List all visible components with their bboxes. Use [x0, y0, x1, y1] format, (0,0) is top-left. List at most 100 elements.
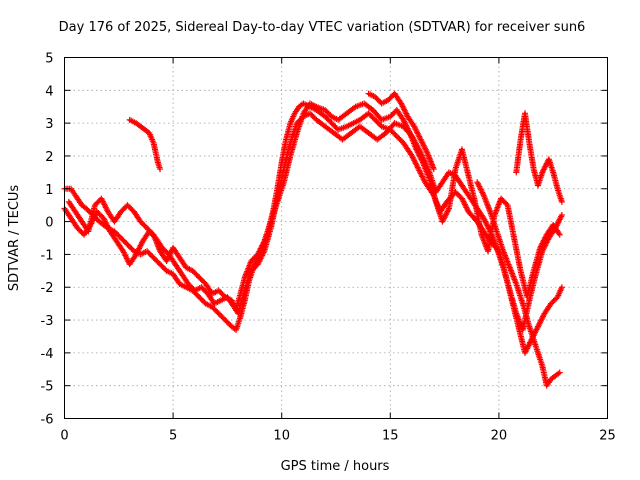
data-point-marker — [142, 223, 149, 230]
data-point-marker — [144, 248, 151, 255]
data-point-marker — [331, 122, 338, 129]
data-point-marker — [374, 119, 381, 126]
data-point-marker — [218, 290, 225, 297]
data-point-marker — [125, 203, 132, 210]
data-point-marker — [558, 212, 565, 219]
data-point-marker — [211, 306, 218, 313]
data-point-marker — [147, 252, 154, 259]
data-point-marker — [194, 273, 201, 280]
data-point-marker — [322, 113, 329, 120]
data-point-marker — [558, 284, 565, 291]
data-point-marker — [306, 110, 313, 117]
x-tick-label: 25 — [599, 429, 616, 444]
data-point-marker — [395, 134, 402, 141]
data-point-marker — [332, 124, 339, 131]
data-point-marker — [187, 283, 194, 290]
x-tick-label: 20 — [491, 429, 508, 444]
data-point-marker — [194, 292, 201, 299]
data-point-marker — [200, 298, 207, 305]
series-track-g — [474, 179, 563, 389]
data-point-marker — [308, 111, 315, 118]
data-point-marker — [248, 257, 255, 264]
data-point-marker — [117, 208, 124, 215]
data-point-marker — [146, 227, 153, 234]
data-point-marker — [75, 226, 82, 233]
data-point-marker — [121, 238, 128, 245]
data-point-marker — [84, 206, 91, 213]
data-point-marker — [252, 254, 259, 261]
data-point-marker — [366, 111, 373, 118]
data-point-marker — [94, 199, 101, 206]
data-point-marker — [117, 235, 124, 241]
data-point-marker — [151, 256, 158, 263]
data-point-marker — [127, 244, 134, 251]
data-point-marker — [189, 284, 196, 291]
data-point-marker — [125, 242, 132, 249]
chart-title: Day 176 of 2025, Sidereal Day-to-day VTE… — [59, 20, 586, 35]
data-point-marker — [498, 195, 505, 202]
data-point-marker — [196, 274, 203, 281]
data-point-marker — [83, 205, 90, 212]
data-point-marker — [222, 317, 229, 324]
data-point-marker — [324, 116, 331, 123]
data-point-marker — [119, 207, 126, 214]
data-point-marker — [120, 237, 127, 244]
data-point-marker — [376, 120, 383, 127]
data-point-marker — [456, 192, 463, 199]
data-point-marker — [219, 291, 226, 298]
data-point-marker — [213, 307, 220, 314]
x-tick-label: 5 — [169, 429, 177, 444]
data-point-marker — [218, 313, 225, 320]
data-point-marker — [77, 227, 84, 234]
data-point-marker — [396, 135, 403, 142]
data-point-marker — [250, 255, 257, 262]
x-tick-label: 15 — [382, 429, 399, 444]
data-point-marker — [158, 262, 165, 269]
data-point-marker — [326, 110, 333, 117]
data-point-marker — [329, 121, 336, 128]
data-point-marker — [200, 286, 207, 293]
data-point-marker — [149, 253, 156, 260]
data-point-marker — [150, 254, 157, 261]
data-point-marker — [556, 369, 563, 376]
y-tick-label: 2 — [45, 150, 53, 165]
y-tick-label: 0 — [45, 216, 53, 231]
data-point-marker — [217, 311, 224, 318]
y-tick-label: -3 — [41, 314, 54, 329]
data-point-marker — [186, 282, 193, 289]
y-tick-label: -1 — [41, 248, 54, 263]
data-point-marker — [153, 257, 160, 264]
data-point-marker — [551, 296, 558, 303]
y-tick-label: -2 — [41, 281, 54, 296]
data-point-marker — [548, 300, 555, 307]
data-point-marker — [365, 110, 372, 117]
data-point-marker — [96, 211, 103, 218]
data-point-marker — [154, 258, 161, 265]
data-point-marker — [323, 108, 330, 115]
data-point-marker — [214, 309, 221, 316]
data-point-marker — [369, 114, 376, 121]
data-point-marker — [127, 204, 134, 211]
data-point-marker — [140, 221, 147, 228]
data-point-marker — [155, 259, 162, 266]
y-tick-label: -4 — [41, 347, 54, 362]
data-point-marker — [145, 249, 152, 256]
data-point-marker — [373, 95, 380, 102]
data-point-marker — [377, 122, 384, 129]
data-point-marker — [326, 117, 333, 124]
data-point-marker — [453, 190, 460, 197]
data-point-marker — [91, 202, 98, 209]
data-point-marker — [397, 137, 404, 144]
data-point-marker — [249, 256, 256, 263]
series-track-f — [513, 110, 565, 205]
data-point-marker — [215, 310, 222, 317]
data-point-marker — [324, 109, 331, 116]
series-track-c — [65, 100, 563, 314]
data-point-marker — [219, 314, 226, 321]
y-tick-label: 4 — [45, 84, 53, 99]
data-point-marker — [144, 225, 151, 232]
series-track-e — [365, 90, 437, 173]
y-tick-label: 1 — [45, 183, 53, 198]
y-tick-label: -6 — [41, 413, 54, 428]
data-point-marker — [95, 210, 102, 217]
